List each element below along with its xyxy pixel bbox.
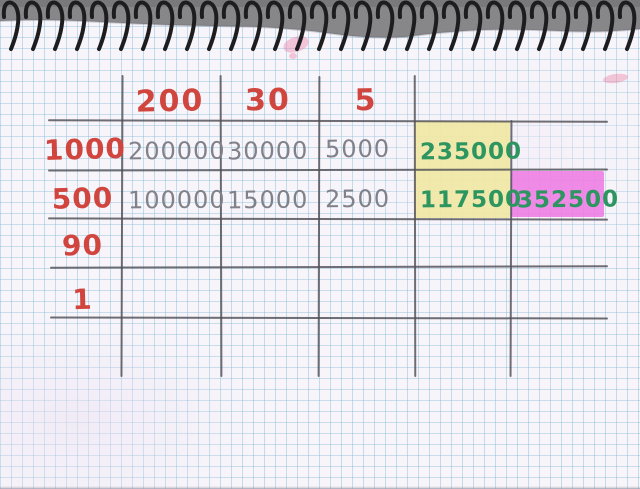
spiral-coil	[133, 0, 153, 51]
spiral-coil	[485, 0, 505, 51]
spiral-coil	[155, 0, 175, 51]
spiral-coil	[463, 0, 483, 51]
row-total-cell: 235000	[419, 138, 523, 166]
spiral-coil	[551, 0, 571, 51]
spiral-binding	[0, 0, 640, 51]
spiral-coil	[441, 0, 461, 51]
spiral-coil	[573, 0, 593, 51]
spiral-coil	[375, 0, 395, 51]
spiral-coil	[199, 0, 219, 51]
spiral-coil	[265, 0, 285, 51]
spiral-coil	[507, 0, 527, 51]
row-header: 1000	[43, 131, 127, 168]
photo-bottom-edge	[0, 486, 640, 489]
column-header: 5	[354, 82, 378, 119]
row-header: 500	[51, 181, 114, 216]
row-header: 1	[71, 282, 94, 317]
column-header: 30	[244, 82, 292, 119]
spiral-coil	[1, 0, 21, 51]
spiral-coil	[111, 0, 131, 51]
spiral-coil	[221, 0, 241, 51]
column-header: 200	[135, 83, 205, 120]
spiral-coil	[331, 0, 351, 51]
spiral-coil	[353, 0, 373, 51]
spiral-coils	[1, 0, 637, 51]
spiral-coil	[177, 0, 197, 51]
spiral-coil	[595, 0, 615, 51]
spiral-coil	[243, 0, 263, 51]
spiral-coil	[45, 0, 65, 51]
product-cell: 5000	[324, 134, 391, 164]
product-cell: 100000	[127, 185, 226, 215]
spiral-coil	[419, 0, 439, 51]
spiral-coil	[89, 0, 109, 51]
pink-highlight	[511, 171, 604, 217]
spiral-coil	[617, 0, 637, 51]
product-cell: 30000	[226, 136, 309, 166]
spiral-coil	[529, 0, 549, 51]
product-cell: 200000	[127, 136, 226, 166]
spiral-coil	[67, 0, 87, 51]
product-cell: 2500	[324, 184, 391, 214]
spiral-coil	[397, 0, 417, 51]
spiral-coil	[23, 0, 43, 51]
product-cell: 15000	[226, 185, 309, 215]
row-total-cell: 117500	[419, 186, 523, 214]
row-header: 90	[61, 228, 104, 263]
spiral-coil	[287, 0, 307, 51]
grand-total-cell: 352500	[516, 186, 620, 214]
pink-smudge	[289, 53, 297, 59]
spiral-coil	[309, 0, 329, 51]
